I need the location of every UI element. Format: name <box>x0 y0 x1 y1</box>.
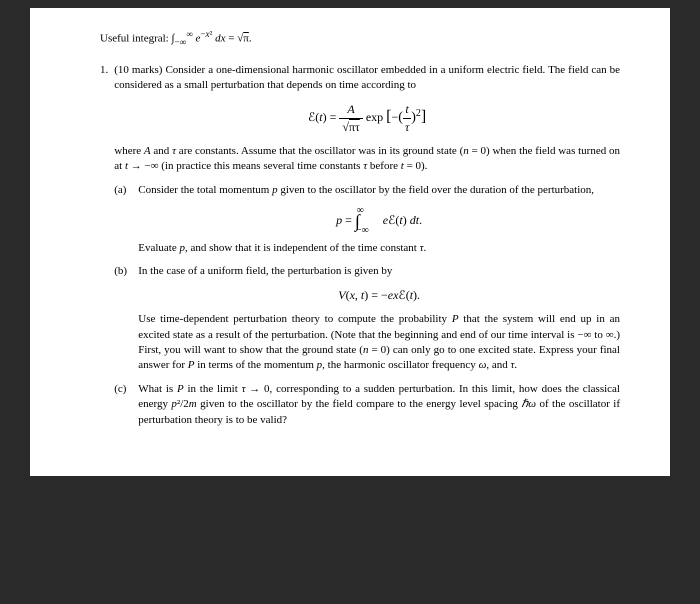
subpart-c-body: What is P in the limit τ → 0, correspond… <box>138 382 620 428</box>
problem-after-eq: where A and τ are constants. Assume that… <box>114 144 620 175</box>
useful-integral: Useful integral: ∫−∞∞ e−x² dx = √π. <box>100 28 620 49</box>
subpart-b-label: (b) <box>114 264 132 374</box>
subpart-b: (b) In the case of a uniform field, the … <box>114 264 620 374</box>
subpart-b-text1: In the case of a uniform field, the pert… <box>138 265 392 277</box>
equation-field: ℰ(t) = A√πτ exp [−(tτ)2] <box>114 101 620 136</box>
equation-momentum: p = ∫−∞∞ eℰ(t) dt. <box>138 206 620 232</box>
problem-1: 1. (10 marks) Consider a one-dimensional… <box>100 63 620 436</box>
subpart-c: (c) What is P in the limit τ → 0, corres… <box>114 382 620 428</box>
subpart-b-body: In the case of a uniform field, the pert… <box>138 264 620 374</box>
subpart-a-text1: Consider the total momentum p given to t… <box>138 184 594 196</box>
subpart-a-text2: Evaluate p, and show that it is independ… <box>138 242 426 254</box>
subpart-a-label: (a) <box>114 183 132 256</box>
problem-number: 1. <box>100 63 108 436</box>
subpart-a: (a) Consider the total momentum p given … <box>114 183 620 256</box>
equation-potential: V(x, t) = −exℰ(t). <box>138 287 620 304</box>
problem-body: (10 marks) Consider a one-dimensional ha… <box>114 63 620 436</box>
problem-statement: (10 marks) Consider a one-dimensional ha… <box>114 64 620 91</box>
subpart-c-label: (c) <box>114 382 132 428</box>
subpart-a-body: Consider the total momentum p given to t… <box>138 183 620 256</box>
subpart-b-text2: Use time-dependent perturbation theory t… <box>138 313 620 371</box>
document-page: Useful integral: ∫−∞∞ e−x² dx = √π. 1. (… <box>30 8 670 476</box>
